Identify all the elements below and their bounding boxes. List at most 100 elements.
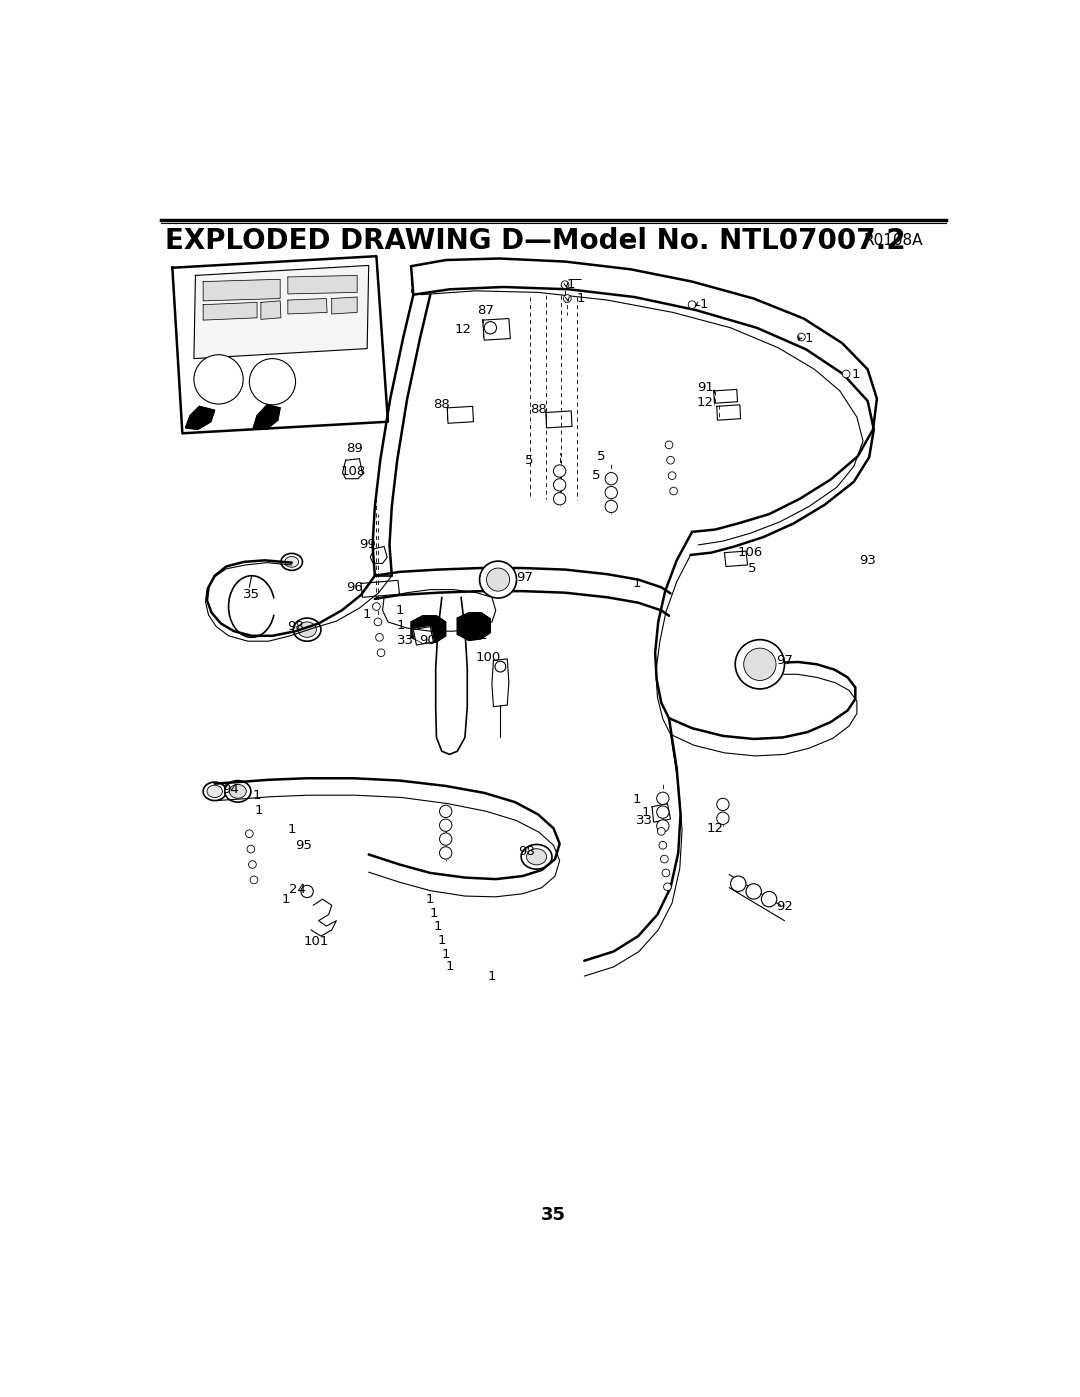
Text: 87: 87: [477, 303, 495, 317]
Text: 1: 1: [633, 792, 640, 806]
Circle shape: [798, 334, 806, 341]
Polygon shape: [173, 256, 388, 433]
Text: 101: 101: [303, 935, 329, 949]
Text: 97: 97: [777, 654, 793, 666]
Circle shape: [301, 886, 313, 898]
Circle shape: [661, 855, 669, 863]
Text: 12: 12: [697, 395, 714, 409]
Text: 1: 1: [434, 921, 442, 933]
Text: 5: 5: [597, 450, 606, 462]
Text: 91: 91: [698, 381, 714, 394]
Polygon shape: [717, 405, 741, 420]
Circle shape: [251, 876, 258, 884]
Circle shape: [717, 812, 729, 824]
Circle shape: [605, 500, 618, 513]
Text: 1: 1: [437, 935, 446, 947]
Circle shape: [658, 827, 665, 835]
Polygon shape: [652, 803, 671, 823]
Polygon shape: [203, 279, 280, 300]
Polygon shape: [342, 458, 363, 479]
Circle shape: [440, 819, 451, 831]
Text: 12: 12: [454, 323, 471, 335]
Circle shape: [842, 370, 850, 377]
Text: 35: 35: [243, 588, 260, 602]
Polygon shape: [288, 275, 357, 293]
Circle shape: [245, 830, 253, 838]
Circle shape: [688, 300, 696, 309]
Text: 1: 1: [426, 893, 434, 905]
Text: 108: 108: [340, 465, 366, 478]
Circle shape: [605, 472, 618, 485]
Text: 1: 1: [442, 949, 450, 961]
Polygon shape: [491, 659, 509, 707]
Text: 5: 5: [592, 469, 600, 482]
Text: 97: 97: [516, 571, 532, 584]
Circle shape: [376, 633, 383, 641]
Polygon shape: [288, 299, 327, 314]
Circle shape: [480, 562, 516, 598]
Polygon shape: [411, 616, 446, 644]
Circle shape: [746, 884, 761, 900]
Ellipse shape: [522, 844, 552, 869]
Text: 1: 1: [445, 960, 454, 974]
Text: 95: 95: [295, 838, 312, 852]
Text: 1: 1: [478, 629, 487, 643]
Circle shape: [247, 845, 255, 854]
Circle shape: [666, 457, 674, 464]
Circle shape: [605, 486, 618, 499]
Circle shape: [373, 602, 380, 610]
Ellipse shape: [294, 617, 321, 641]
Text: R0108A: R0108A: [864, 233, 923, 249]
Text: 98: 98: [518, 845, 535, 858]
Text: 5: 5: [748, 562, 756, 574]
Text: 1: 1: [633, 577, 640, 590]
Text: 94: 94: [221, 784, 239, 796]
Ellipse shape: [747, 654, 772, 675]
Text: 12: 12: [706, 821, 724, 835]
Polygon shape: [414, 627, 433, 645]
Text: 88: 88: [529, 402, 546, 416]
Circle shape: [663, 883, 672, 891]
Circle shape: [553, 479, 566, 490]
Circle shape: [484, 321, 497, 334]
Circle shape: [249, 359, 296, 405]
Text: 24: 24: [289, 883, 307, 897]
Text: 100: 100: [475, 651, 501, 664]
Text: 33: 33: [636, 814, 652, 827]
Text: 5: 5: [525, 454, 534, 467]
Text: 1: 1: [577, 292, 584, 305]
Circle shape: [662, 869, 670, 877]
Circle shape: [194, 355, 243, 404]
Polygon shape: [332, 298, 357, 314]
Text: 89: 89: [347, 443, 363, 455]
Ellipse shape: [298, 622, 316, 637]
Circle shape: [669, 472, 676, 479]
Circle shape: [248, 861, 256, 869]
Text: 88: 88: [433, 398, 450, 411]
Text: 92: 92: [777, 900, 793, 914]
Circle shape: [553, 465, 566, 478]
Text: 1: 1: [567, 278, 576, 291]
Circle shape: [377, 648, 384, 657]
Polygon shape: [545, 411, 572, 427]
Polygon shape: [714, 390, 738, 404]
Text: —: —: [568, 272, 582, 286]
Text: EXPLODED DRAWING D—Model No. NTL07007.2: EXPLODED DRAWING D—Model No. NTL07007.2: [164, 226, 905, 254]
Circle shape: [717, 798, 729, 810]
Circle shape: [374, 617, 382, 626]
Ellipse shape: [229, 784, 246, 798]
Circle shape: [440, 847, 451, 859]
Text: 1: 1: [396, 619, 405, 633]
Circle shape: [659, 841, 666, 849]
Polygon shape: [186, 407, 215, 429]
Circle shape: [486, 569, 510, 591]
Text: 98: 98: [287, 620, 303, 633]
Ellipse shape: [285, 556, 299, 567]
Text: 1: 1: [700, 298, 707, 312]
Text: 1: 1: [642, 806, 650, 820]
Circle shape: [562, 281, 569, 289]
Circle shape: [761, 891, 777, 907]
Circle shape: [670, 488, 677, 495]
Polygon shape: [203, 302, 257, 320]
Polygon shape: [483, 319, 511, 339]
